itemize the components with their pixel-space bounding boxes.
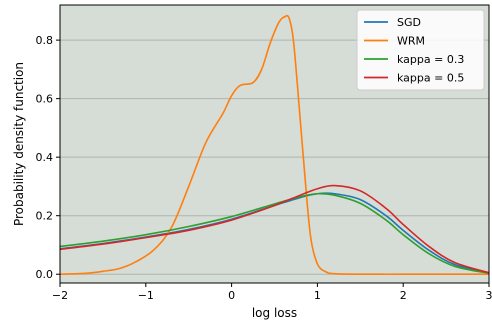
legend: SGD WRM kappa = 0.3 kappa = 0.5 (357, 10, 484, 90)
x-tick-label: −2 (52, 289, 68, 302)
legend-label: WRM (397, 35, 425, 48)
legend-label: kappa = 0.3 (397, 53, 464, 66)
y-tick-label: 0.8 (36, 34, 54, 47)
x-tick-label: 3 (486, 289, 492, 302)
y-axis-label: Probability density function (12, 62, 26, 226)
x-tick-label: 0 (228, 289, 235, 302)
y-axis-ticks: 0.0 0.2 0.4 0.6 0.8 (36, 34, 61, 281)
legend-label: kappa = 0.5 (397, 72, 464, 85)
x-tick-label: −1 (138, 289, 154, 302)
y-tick-label: 0.2 (36, 210, 54, 223)
x-tick-label: 2 (400, 289, 407, 302)
y-tick-label: 0.4 (36, 151, 54, 164)
x-axis-label: log loss (252, 306, 297, 320)
y-tick-label: 0.6 (36, 93, 54, 106)
x-tick-label: 1 (314, 289, 321, 302)
y-tick-label: 0.0 (36, 268, 54, 281)
x-axis-ticks: −2 −1 0 1 2 3 (52, 283, 492, 302)
legend-label: SGD (397, 16, 421, 29)
